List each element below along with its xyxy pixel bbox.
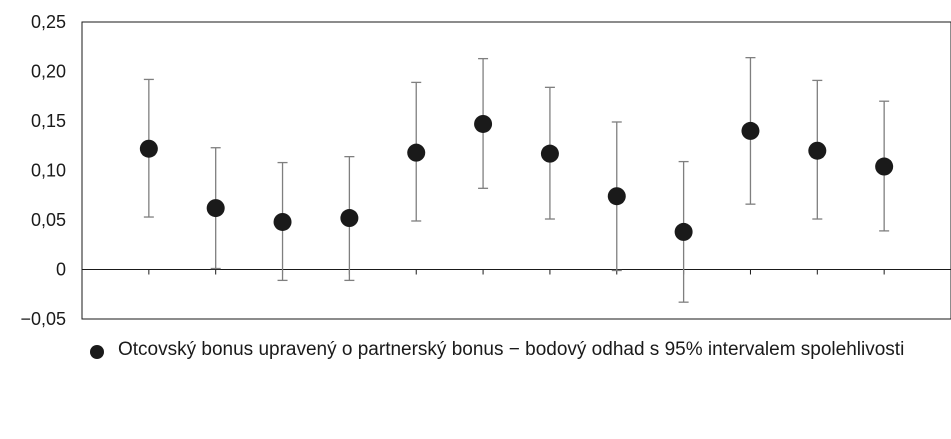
data-point [808, 141, 827, 160]
data-point [875, 157, 894, 176]
x-tick-label: 2017 [864, 329, 904, 330]
legend-marker [90, 345, 104, 359]
data-point [273, 212, 292, 231]
y-tick-label: −0,05 [20, 309, 66, 329]
data-point [206, 199, 225, 218]
x-tick-label: 2007 [196, 329, 236, 330]
data-point [674, 222, 693, 241]
data-point [741, 121, 760, 140]
y-tick-label: 0,15 [31, 111, 66, 131]
x-tick-label: 2015 [730, 329, 770, 330]
data-point [139, 139, 158, 158]
y-tick-label: 0 [56, 260, 66, 280]
legend-label: Otcovský bonus upravený o partnerský bon… [118, 339, 905, 360]
data-point [407, 143, 426, 162]
data-point [474, 114, 493, 133]
y-tick-label: 0,25 [31, 12, 66, 32]
data-point [607, 187, 626, 206]
x-tick-label: 2011 [464, 329, 503, 330]
y-tick-label: 0,20 [31, 62, 66, 82]
data-point [540, 144, 559, 163]
y-tick-label: 0,05 [31, 210, 66, 230]
y-tick-label: 0,10 [31, 161, 66, 181]
plot-area-frame [81, 21, 951, 320]
x-tick-label: 2013 [597, 329, 637, 330]
chart-plot: 2005 2007 2009 2011 2013 2015 2017 −0,05 0 0,05 0… [20, 12, 951, 330]
x-tick-label: 2005 [62, 329, 102, 330]
x-tick-label: 2009 [329, 329, 369, 330]
data-point [340, 209, 359, 228]
legend: Otcovský bonus upravený o partnerský bon… [84, 339, 924, 360]
